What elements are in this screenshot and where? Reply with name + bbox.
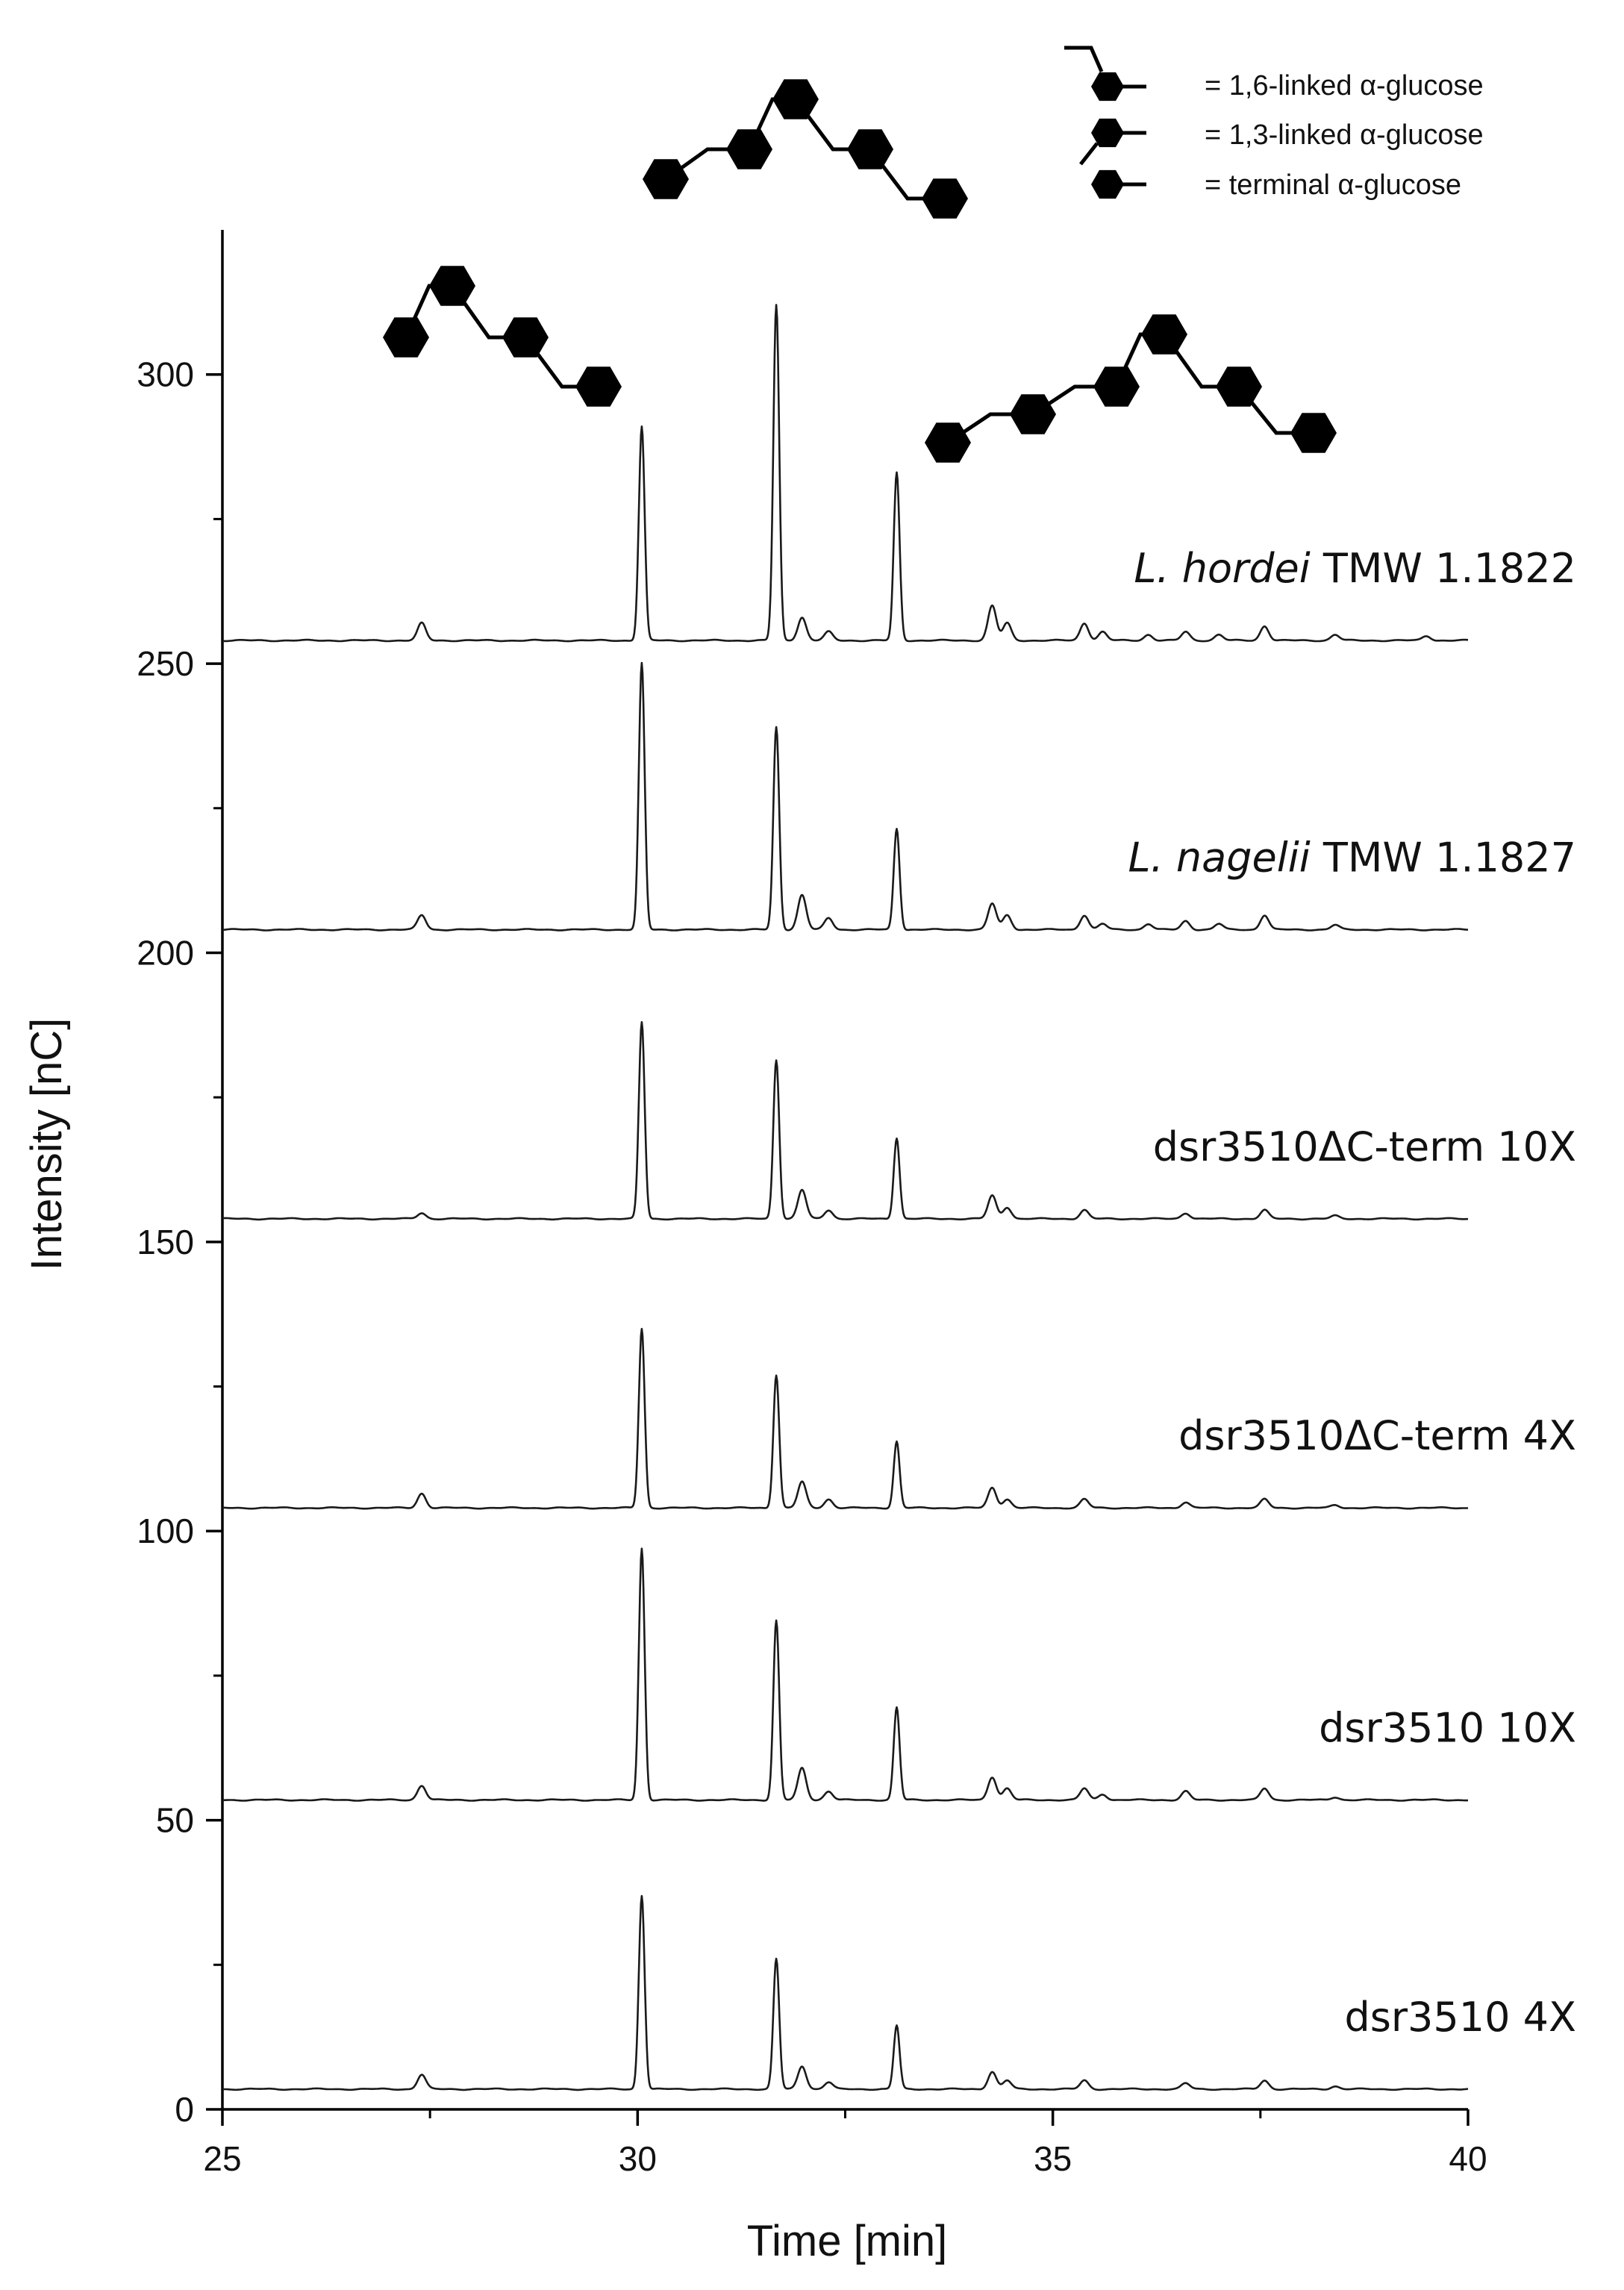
series-trace — [222, 1894, 1469, 2091]
series-label-part: TMW 1.1822 — [1311, 545, 1576, 592]
hexasaccharide-glucose-unit — [1141, 314, 1187, 355]
legend-symbol-1-3-link — [1079, 142, 1099, 166]
tetrasaccharide-glucose-unit — [383, 317, 429, 358]
series-label-part: dsr3510 4X — [1344, 1994, 1576, 2041]
series-label: dsr3510ΔC-term 10X — [1153, 1123, 1576, 1170]
x-tick-label: 25 — [203, 2139, 241, 2178]
pentasaccharide-glucose-unit — [847, 129, 893, 169]
legend-label-1-6: = 1,6-linked α-glucose — [1205, 70, 1484, 102]
series-label: dsr3510 4X — [1344, 1994, 1576, 2041]
tetrasaccharide-glucose-unit — [575, 366, 622, 407]
legend: = 1,6-linked α-glucose = 1,3-linked α-gl… — [1205, 70, 1484, 201]
pentasaccharide-glucose-unit — [726, 129, 772, 169]
x-tick-label: 40 — [1449, 2139, 1487, 2178]
y-tick-label: 100 — [137, 1511, 194, 1550]
legend-symbol-1-6 — [1091, 72, 1124, 102]
trace-group — [222, 304, 1469, 2091]
series-trace — [222, 661, 1469, 932]
y-tick-label: 0 — [175, 2090, 194, 2129]
pentasaccharide-glucose-unit — [643, 159, 689, 199]
x-tick-label: 35 — [1034, 2139, 1072, 2178]
series-trace — [222, 1547, 1469, 1802]
series-label: L. nagelii TMW 1.1827 — [1128, 834, 1577, 881]
x-tick-label: 30 — [619, 2139, 657, 2178]
series-label-part: L. nagelii — [1128, 834, 1311, 881]
y-tick-label: 50 — [156, 1801, 194, 1840]
series-label: dsr3510ΔC-term 4X — [1178, 1412, 1576, 1459]
pentasaccharide-glucose-unit — [772, 79, 819, 119]
hexasaccharide-glucose-unit — [1216, 366, 1262, 407]
y-tick-label: 150 — [137, 1223, 194, 1261]
series-label-part: dsr3510ΔC-term 4X — [1178, 1412, 1576, 1459]
hexasaccharide-glucose-unit — [925, 422, 971, 463]
hexasaccharide-glucose-unit — [1010, 394, 1056, 434]
legend-symbol-1-6-link — [1064, 46, 1104, 73]
series-label-group: L. hordei TMW 1.1822 L. nagelii TMW 1.182… — [1128, 545, 1577, 2041]
tetrasaccharide-glucose-unit — [429, 266, 475, 306]
series-label-part: TMW 1.1827 — [1311, 834, 1576, 881]
series-label-part: L. hordei — [1134, 545, 1310, 592]
y-tick-label: 200 — [137, 933, 194, 972]
legend-label-terminal: = terminal α-glucose — [1205, 169, 1461, 201]
hexasaccharide-glucose-unit — [1093, 366, 1140, 407]
legend-symbol-1-3 — [1091, 118, 1124, 148]
x-axis-title: Time [min] — [747, 2217, 948, 2265]
oligosaccharide-structures — [383, 46, 1337, 463]
tetrasaccharide-bonds — [404, 284, 599, 389]
y-tick-label: 250 — [137, 644, 194, 683]
pentasaccharide-glucose-unit — [922, 178, 968, 219]
legend-symbol-terminal — [1091, 169, 1124, 199]
hexasaccharide-bonds — [946, 332, 1314, 445]
tetrasaccharide-glucose-unit — [502, 317, 549, 358]
tick-group: 25 30 35 40 0 50 100 150 200 250 300 — [137, 355, 1487, 2178]
hexasaccharide-glucose-unit — [1290, 413, 1337, 453]
series-label: L. hordei TMW 1.1822 — [1134, 545, 1576, 592]
y-tick-label: 300 — [137, 355, 194, 394]
series-trace — [222, 1328, 1469, 1510]
series-label: dsr3510 10X — [1319, 1704, 1576, 1751]
series-label-part: dsr3510ΔC-term 10X — [1153, 1123, 1576, 1170]
legend-label-1-3: = 1,3-linked α-glucose — [1205, 119, 1484, 151]
y-axis-title: Intensity [nC] — [22, 1018, 71, 1270]
series-label-part: dsr3510 10X — [1319, 1704, 1576, 1751]
series-trace — [222, 304, 1469, 643]
series-trace — [222, 1021, 1469, 1221]
